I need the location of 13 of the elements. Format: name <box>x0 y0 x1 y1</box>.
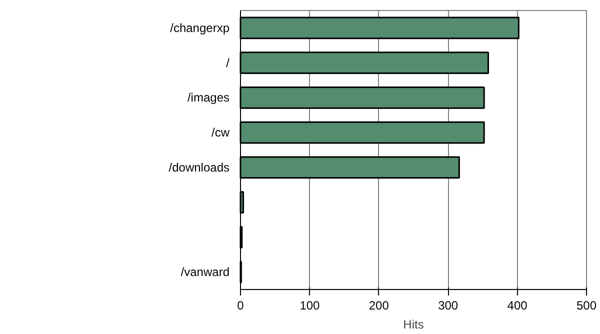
y-tick-label: /changerxp <box>170 20 230 35</box>
x-tick-label: 500 <box>576 298 597 312</box>
y-tick-label: /downloads <box>168 160 230 174</box>
x-tick-label: 0 <box>237 298 244 312</box>
x-tick-label: 100 <box>300 298 320 312</box>
x-axis-title: Hits <box>403 318 424 332</box>
x-tick-label: 200 <box>368 298 390 312</box>
x-tick-label: 300 <box>438 298 458 312</box>
y-tick-label: / <box>226 56 230 70</box>
y-tick-label: /cw <box>212 126 230 140</box>
y-tick-label: /images <box>187 90 230 105</box>
x-tick-label: 400 <box>507 298 528 312</box>
y-tick-label: /vanward <box>180 265 230 280</box>
